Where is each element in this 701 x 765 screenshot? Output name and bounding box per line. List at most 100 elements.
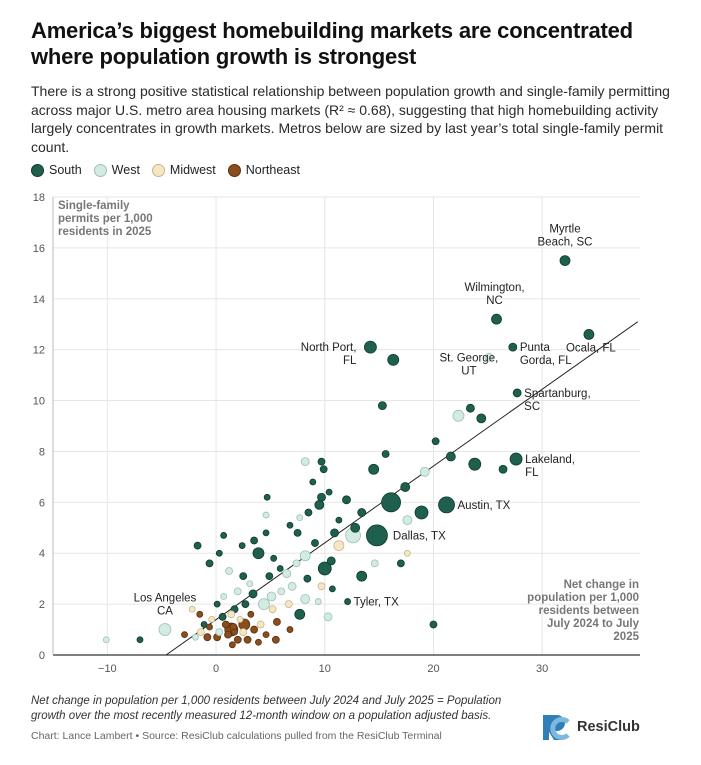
data-point [400,482,411,492]
data-point [239,572,248,581]
data-point [256,620,265,629]
brand-logo: ResiClub [541,712,640,742]
axes [52,197,640,656]
point-label: Spartanburg, SC [524,388,591,413]
data-point [335,516,343,524]
data-point [381,492,401,513]
point-label: Los Angeles CA [134,593,197,618]
y-tick-label: 0 [39,650,45,662]
data-point [236,615,244,623]
point-label: Myrtle Beach, SC [538,224,593,249]
point-label-line: North Port, [301,342,357,354]
point-label-line: Punta [520,342,551,354]
legend-item-northeast: Northeast [227,163,300,177]
data-point [314,499,325,510]
data-point [284,600,293,609]
data-point [262,529,270,537]
data-point [228,641,236,649]
legend-swatch-west [93,163,107,177]
data-point [262,631,270,639]
point-label-line: CA [157,606,173,618]
data-point [403,549,411,557]
x-tick-label: 10 [319,663,331,675]
data-point [304,508,313,517]
data-point [303,574,312,583]
legend-label-west: West [111,163,140,177]
point-label-line: Ocala, FL [566,342,616,354]
data-point [366,524,388,547]
data-point [292,559,301,568]
data-point [268,605,277,614]
data-point [270,554,278,562]
data-point [206,623,213,631]
point-label-line: Los Angeles [134,593,197,605]
point-label-line: St. George, [439,352,498,364]
data-point [445,451,456,462]
x-tick-label: 0 [213,663,219,675]
data-point [468,457,482,471]
data-point [239,628,248,636]
data-point [250,536,259,545]
data-point [317,457,326,466]
y-tick-label: 10 [33,396,45,408]
data-point [250,625,259,634]
point-label: Wilmington, NC [464,282,524,307]
y-tick-label: 6 [39,497,45,509]
data-point [466,403,475,413]
point-label-line: Dallas, TX [393,530,446,542]
data-point [377,401,387,411]
data-point [323,612,333,622]
chart-title: America’s biggest homebuilding markets a… [31,18,633,69]
data-point [357,508,367,517]
data-point [583,328,595,340]
x-axis-label: Net change in population per 1,000 residen… [527,579,639,643]
data-point [188,605,196,613]
data-point [193,541,202,550]
data-point [215,549,223,557]
data-point [498,464,508,474]
data-point [203,633,212,642]
data-point [299,550,311,562]
chart-credits: Chart: Lance Lambert • Source: ResiClub … [31,730,442,742]
data-point [243,635,252,644]
data-point [370,559,379,568]
point-label-line: FL [343,355,357,367]
y-tick-label: 4 [39,548,45,560]
legend: South West Midwest Northeast [31,163,300,177]
data-point [277,587,286,596]
data-point [559,255,571,267]
data-point [271,635,280,644]
y-axis-label-line: permits per 1,000 [58,213,153,225]
data-point [508,342,518,352]
legend-swatch-midwest [151,163,165,177]
data-point [262,511,270,519]
point-label-line: Austin, TX [458,500,511,512]
data-point [333,540,345,551]
data-point [509,452,523,466]
x-axis-label-line: population per 1,000 [527,592,639,604]
data-point [224,630,232,639]
data-point [231,628,238,636]
data-point [273,618,281,626]
data-point [296,514,304,521]
y-axis-label-line: residents in 2025 [58,226,152,238]
point-label: Punta Gorda, FL [520,342,572,367]
y-tick-label: 14 [33,294,45,306]
x-axis-label-line: July 2024 to July [547,618,640,630]
y-tick-label: 2 [39,599,45,611]
x-tick-label: 20 [427,663,439,675]
data-point [452,409,465,422]
brand-name: ResiClub [577,719,640,735]
data-point [328,585,336,593]
y-axis-label-line: Single-family [58,200,130,212]
data-point [286,626,294,633]
data-point [387,353,400,366]
legend-swatch-northeast [227,163,241,177]
data-point [317,561,332,576]
point-label-line: Gorda, FL [520,355,572,367]
legend-item-west: West [93,163,140,177]
data-point [257,598,270,611]
data-point [102,636,110,644]
y-tick-label: 12 [33,345,45,357]
point-label-line: UT [461,365,476,377]
